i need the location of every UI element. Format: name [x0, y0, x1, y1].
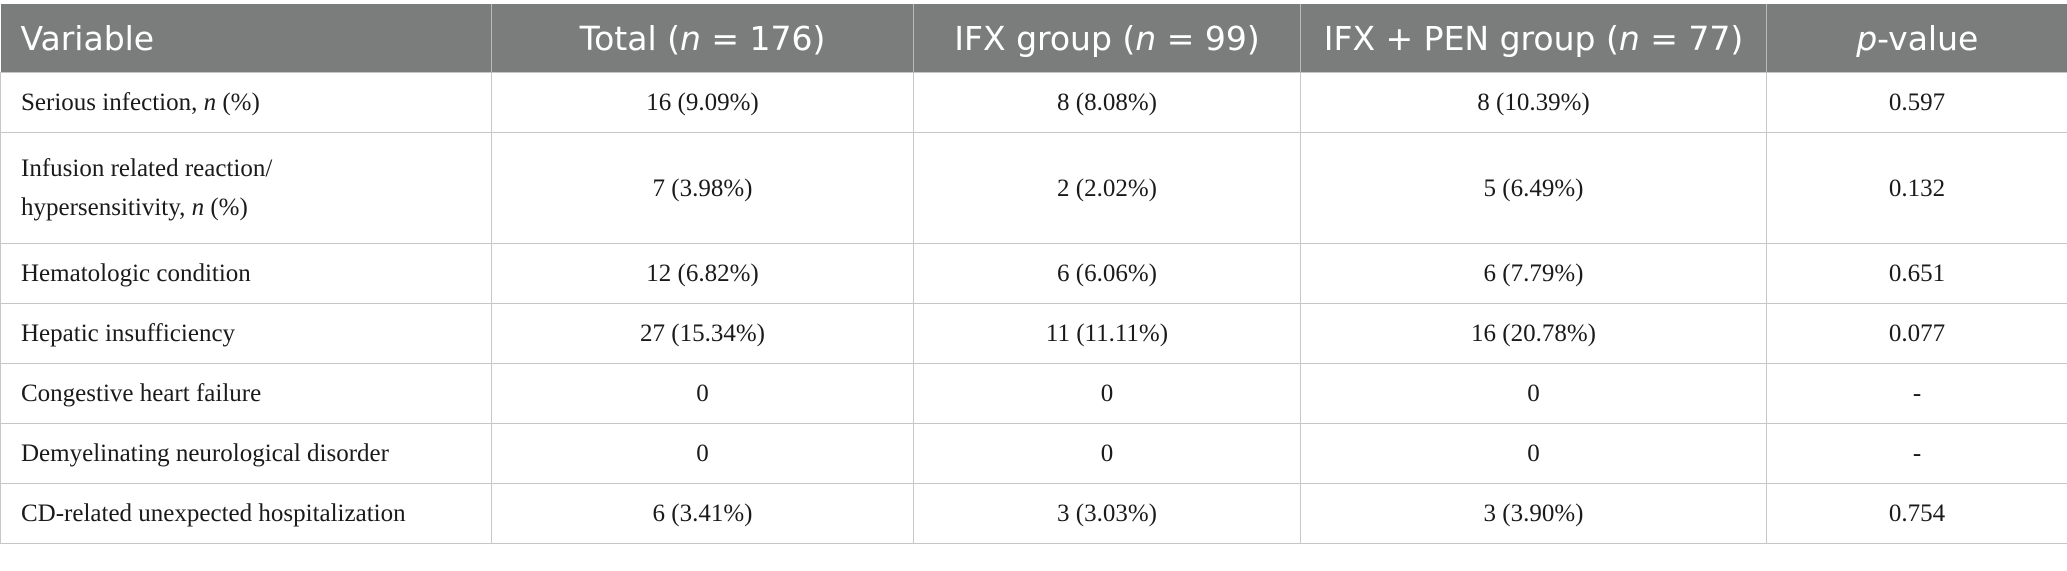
cell-total: 0 [491, 423, 914, 484]
cell-ifx-pen: 8 (10.39%) [1300, 72, 1767, 133]
row-label: Congestive heart failure [0, 363, 492, 424]
row-label: CD-related unexpected hospitalization [0, 483, 492, 544]
row-label: Demyelinating neurological disorder [0, 423, 492, 484]
cell-total: 27 (15.34%) [491, 303, 914, 364]
cell-p-value: - [1766, 363, 2067, 424]
cell-ifx: 6 (6.06%) [913, 243, 1301, 304]
cell-p-value: 0.597 [1766, 72, 2067, 133]
table-body: Serious infection, n (%) 16 (9.09%) 8 (8… [0, 72, 2067, 544]
table-row: CD-related unexpected hospitalization 6 … [0, 483, 2067, 544]
row-label: Hematologic condition [0, 243, 492, 304]
table-row: Hematologic condition 12 (6.82%) 6 (6.06… [0, 243, 2067, 304]
table-row: Hepatic insufficiency 27 (15.34%) 11 (11… [0, 303, 2067, 364]
cell-ifx-pen: 3 (3.90%) [1300, 483, 1767, 544]
cell-total: 0 [491, 363, 914, 424]
cell-total: 6 (3.41%) [491, 483, 914, 544]
cell-ifx: 11 (11.11%) [913, 303, 1301, 364]
cell-ifx-pen: 0 [1300, 423, 1767, 484]
table-row: Congestive heart failure 0 0 0 - [0, 363, 2067, 424]
cell-total: 16 (9.09%) [491, 72, 914, 133]
table-row: Demyelinating neurological disorder 0 0 … [0, 423, 2067, 484]
cell-ifx-pen: 0 [1300, 363, 1767, 424]
table-row: Infusion related reaction/hypersensitivi… [0, 132, 2067, 244]
cell-ifx: 2 (2.02%) [913, 132, 1301, 244]
cell-ifx-pen: 6 (7.79%) [1300, 243, 1767, 304]
row-label: Serious infection, n (%) [0, 72, 492, 133]
cell-p-value: 0.132 [1766, 132, 2067, 244]
table-row: Serious infection, n (%) 16 (9.09%) 8 (8… [0, 72, 2067, 133]
header-ifx-group: IFX group (n = 99) [913, 4, 1301, 73]
header-row: Variable Total (n = 176) IFX group (n = … [0, 4, 2067, 73]
header-p-value: p-value [1766, 4, 2067, 73]
cell-ifx: 0 [913, 363, 1301, 424]
header-total: Total (n = 176) [491, 4, 914, 73]
header-ifx-pen-group: IFX + PEN group (n = 77) [1300, 4, 1767, 73]
cell-ifx: 3 (3.03%) [913, 483, 1301, 544]
cell-p-value: 0.651 [1766, 243, 2067, 304]
adverse-events-table: Variable Total (n = 176) IFX group (n = … [0, 4, 2067, 544]
row-label: Infusion related reaction/hypersensitivi… [0, 132, 492, 244]
row-label: Hepatic insufficiency [0, 303, 492, 364]
table-header: Variable Total (n = 176) IFX group (n = … [0, 4, 2067, 73]
cell-ifx-pen: 16 (20.78%) [1300, 303, 1767, 364]
cell-ifx: 8 (8.08%) [913, 72, 1301, 133]
cell-total: 12 (6.82%) [491, 243, 914, 304]
cell-ifx: 0 [913, 423, 1301, 484]
cell-p-value: 0.754 [1766, 483, 2067, 544]
cell-total: 7 (3.98%) [491, 132, 914, 244]
cell-ifx-pen: 5 (6.49%) [1300, 132, 1767, 244]
header-variable: Variable [0, 4, 492, 73]
cell-p-value: - [1766, 423, 2067, 484]
cell-p-value: 0.077 [1766, 303, 2067, 364]
